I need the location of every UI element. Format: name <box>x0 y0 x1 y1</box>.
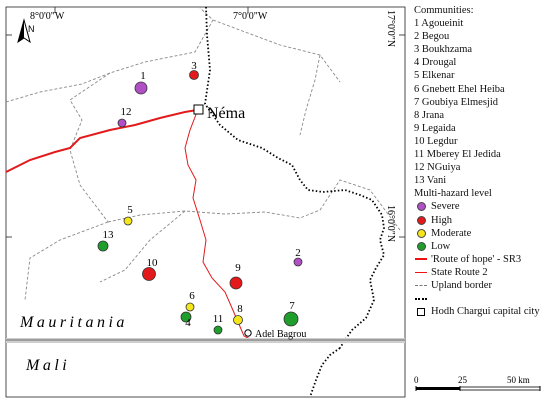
legend-upland-border: Upland border <box>414 279 548 292</box>
community-marker-label: 7 <box>289 300 295 312</box>
country-label-mali: Mali <box>25 357 70 374</box>
lon-label-7w: 7°0'0"W <box>233 11 268 22</box>
community-marker <box>185 302 195 312</box>
map-frame <box>5 6 406 398</box>
legend-country-border <box>414 292 548 305</box>
country-label-mauritania: Mauritania <box>19 314 128 331</box>
community-marker-label: 12 <box>121 106 132 118</box>
legend-severe-label: Severe <box>431 201 460 213</box>
graticule-ticks <box>6 7 405 238</box>
legend-community-item: 9 Legaida <box>414 122 456 134</box>
country-border <box>204 6 385 349</box>
legend-community-item: 10 Legdur <box>414 135 458 147</box>
high-dot-icon <box>416 215 426 225</box>
scale-label-25: 25 <box>458 375 468 385</box>
community-marker-label: 2 <box>295 247 301 259</box>
upland-border-line-icon <box>415 285 427 287</box>
community-marker-label: 10 <box>147 257 159 269</box>
community-marker <box>283 311 299 327</box>
low-dot-icon <box>416 241 426 251</box>
lon-label-8w: 8°0'0"W <box>30 11 65 22</box>
town-marker <box>244 329 252 337</box>
community-marker-label: 9 <box>235 262 241 274</box>
community-marker <box>213 325 223 335</box>
mali-border-segment <box>309 347 341 398</box>
legend-community-item: 2 Begou <box>414 31 450 43</box>
community-marker <box>293 257 303 267</box>
capital-square-icon <box>417 307 425 316</box>
legend-low-label: Low <box>431 240 451 252</box>
capital-city-marker <box>193 104 204 115</box>
legend-route-of-hope: 'Route of hope' - SR3 <box>414 253 548 266</box>
community-list: 1 Agoueinit 2 Begou 3 Boukhzama 4 Drougal 5 … <box>414 17 548 187</box>
lat-label-17n: 17°0'0"N <box>385 10 396 47</box>
legend-community-item: 5 Elkenar <box>414 70 455 82</box>
north-arrow-icon: N <box>17 18 35 44</box>
legend-state-route: State Route 2 <box>414 266 548 279</box>
community-marker-label: 13 <box>103 229 115 241</box>
legend-high: High <box>414 214 548 227</box>
community-marker <box>233 315 243 325</box>
legend-community-item: 12 NGuiya <box>414 162 461 174</box>
community-marker-label: 3 <box>191 60 197 72</box>
community-marker <box>97 240 109 252</box>
severe-dot-icon <box>416 202 426 212</box>
legend-route-of-hope-label: 'Route of hope' - SR3 <box>431 253 522 265</box>
legend-community-item: 11 Mberey El Jedida <box>414 149 501 161</box>
legend-capital: Hodh Chargui capital city <box>414 305 548 318</box>
community-marker-label: 5 <box>127 204 133 216</box>
north-arrow-label: N <box>28 24 35 34</box>
community-marker-label: 11 <box>213 313 224 325</box>
legend-moderate: Moderate <box>414 227 548 240</box>
legend-community-item: 1 Agoueinit <box>414 18 464 30</box>
legend: Communities: 1 Agoueinit 2 Begou 3 Boukhza… <box>414 4 548 318</box>
community-marker-label: 8 <box>237 303 243 315</box>
legend-community-item: 13 Vani <box>414 175 447 187</box>
legend-capital-label: Hodh Chargui capital city <box>431 306 540 318</box>
community-marker <box>189 70 199 80</box>
legend-community-item: 6 Gnebett Ehel Heiba <box>414 83 505 95</box>
legend-low: Low <box>414 240 548 253</box>
community-marker-label: 6 <box>189 290 195 302</box>
legend-community-item: 3 Boukhzama <box>414 44 473 56</box>
legend-moderate-label: Moderate <box>431 227 472 239</box>
community-marker <box>123 216 133 226</box>
map: 8°0'0"W 7°0'0"W 17°0'0"N 16°0'0"N Néma A… <box>5 6 406 398</box>
scale-label-50: 50 km <box>507 375 530 385</box>
community-marker <box>134 81 148 95</box>
legend-upland-border-label: Upland border <box>431 279 492 291</box>
legend-community-item: 8 Jrana <box>414 109 445 121</box>
community-marker-label: 1 <box>140 70 146 82</box>
scale-bar: 0 25 50 km <box>414 375 541 391</box>
legend-community-item: 4 Drougal <box>414 57 457 69</box>
scale-label-0: 0 <box>414 375 419 385</box>
community-marker <box>180 311 192 323</box>
route-of-hope <box>5 109 198 173</box>
community-marker <box>142 267 156 281</box>
hazard-heading: Multi-hazard level <box>414 188 492 200</box>
legend-state-route-label: State Route 2 <box>431 266 488 278</box>
legend-severe: Severe <box>414 200 548 213</box>
route-of-hope-line-icon <box>415 258 427 261</box>
upland-borders <box>5 7 401 301</box>
legend-high-label: High <box>431 214 452 226</box>
moderate-dot-icon <box>416 228 426 238</box>
legend-community-item: 7 Goubiya Elmesjid <box>414 96 498 108</box>
communities-heading: Communities: <box>414 5 474 16</box>
town-label: Adel Bagrou <box>255 329 306 340</box>
capital-city-label: Néma <box>207 105 245 122</box>
community-marker <box>117 118 127 128</box>
community-marker-label: 4 <box>185 317 191 329</box>
lat-label-16n: 16°0'0"N <box>385 205 396 242</box>
country-border-line-icon <box>415 297 427 300</box>
community-marker <box>229 276 243 290</box>
state-route-line-icon <box>415 271 427 273</box>
